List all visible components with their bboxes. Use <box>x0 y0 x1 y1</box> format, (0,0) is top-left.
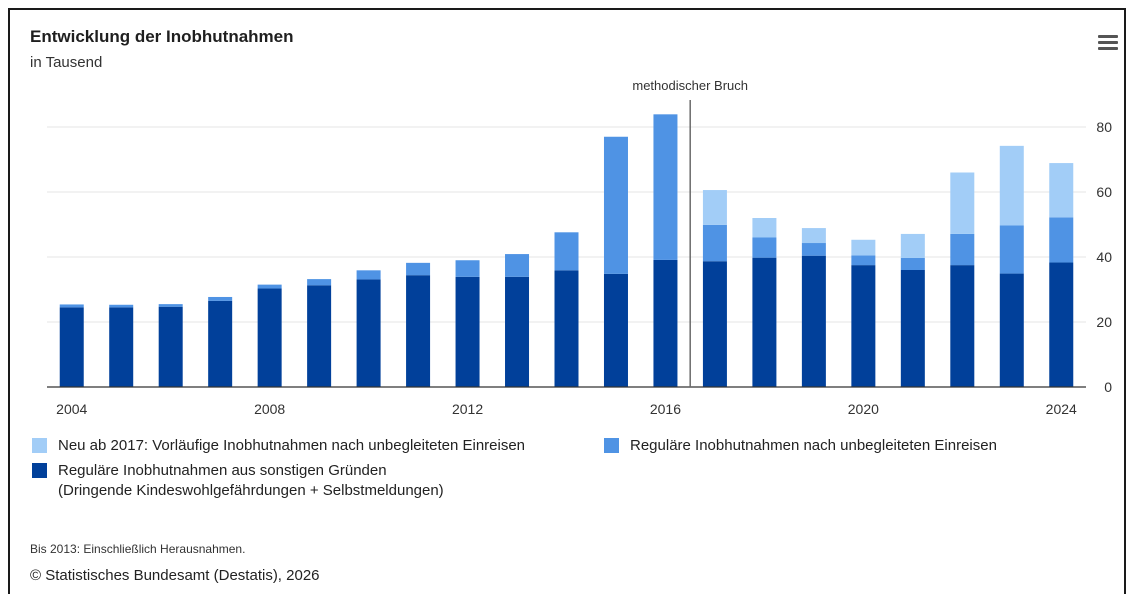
legend-label-vorlaeufig: Neu ab 2017: Vorläufige Inobhutnahmen na… <box>58 437 526 454</box>
chart-title: Entwicklung der Inobhutnahmen <box>30 27 294 46</box>
bar-2007-series-1 <box>208 296 233 301</box>
y-tick-label-0: 0 <box>1104 379 1112 395</box>
methodischer-bruch-label: methodischer Bruch <box>632 78 748 93</box>
legend-swatch-regulaer-sonstige <box>32 463 47 478</box>
bar-2020-series-2 <box>851 239 876 256</box>
bar-2010-series-1 <box>356 270 381 280</box>
bar-2022-series-0 <box>950 265 975 387</box>
bar-2017-series-0 <box>702 261 727 387</box>
bar-2018-series-2 <box>752 218 777 238</box>
bar-2006-series-1 <box>158 304 183 307</box>
bar-2005-series-0 <box>109 307 134 387</box>
legend-label-regulaer-sonstige-detail: (Dringende Kindeswohlgefährdungen + Selb… <box>58 482 444 499</box>
bar-2015-series-0 <box>603 273 628 387</box>
bar-2007-series-0 <box>208 300 233 387</box>
x-tick-label-2024: 2024 <box>1046 401 1077 417</box>
bar-2016-series-1 <box>653 114 678 260</box>
y-tick-label-60: 60 <box>1096 184 1112 200</box>
y-tick-label-40: 40 <box>1096 249 1112 265</box>
bar-2021-series-2 <box>900 233 925 258</box>
legend-label-regulaer-unbegleitet: Reguläre Inobhutnahmen nach unbegleitete… <box>630 437 997 454</box>
bar-2017-series-2 <box>702 190 727 225</box>
stacked-bar-chart: 0 20 40 60 80 2004 2008 2012 2016 2020 2024 methodi… <box>47 78 1112 417</box>
bar-2013-series-1 <box>505 254 530 277</box>
legend-label-regulaer-sonstige: Reguläre Inobhutnahmen aus sonstigen Grü… <box>58 462 387 479</box>
x-tick-label-2016: 2016 <box>650 401 681 417</box>
bar-2010-series-0 <box>356 279 381 387</box>
bar-2019-series-1 <box>801 243 826 256</box>
chart-container: Entwicklung der Inobhutnahmen in Tausend… <box>8 8 1126 594</box>
bar-2019-series-2 <box>801 228 826 244</box>
bar-2021-series-1 <box>900 257 925 270</box>
bar-2008-series-0 <box>257 288 282 387</box>
bar-2014-series-0 <box>554 270 579 387</box>
bar-2005-series-1 <box>109 304 134 308</box>
legend-swatch-regulaer-unbegleitet <box>604 438 619 453</box>
x-tick-label-2020: 2020 <box>848 401 879 417</box>
bar-2008-series-1 <box>257 284 282 289</box>
bar-2009-series-1 <box>307 279 332 286</box>
bar-2023-series-0 <box>999 273 1024 387</box>
bar-2012-series-1 <box>455 260 480 277</box>
bar-2020-series-1 <box>851 255 876 266</box>
bar-2018-series-0 <box>752 257 777 387</box>
bar-2021-series-0 <box>900 270 925 387</box>
bar-2019-series-0 <box>801 255 826 387</box>
bar-2004-series-1 <box>59 304 84 308</box>
bar-2009-series-0 <box>307 285 332 387</box>
bar-2006-series-0 <box>158 306 183 387</box>
hamburger-menu-icon[interactable] <box>1098 35 1118 51</box>
bar-2015-series-1 <box>603 136 628 274</box>
x-tick-label-2008: 2008 <box>254 401 285 417</box>
y-tick-label-80: 80 <box>1096 119 1112 135</box>
credit-text: © Statistisches Bundesamt (Destatis), 20… <box>30 567 320 584</box>
bar-2016-series-0 <box>653 259 678 387</box>
footnote: Bis 2013: Einschließlich Herausnahmen. <box>30 542 246 556</box>
bar-2011-series-0 <box>406 275 431 387</box>
bar-2024-series-2 <box>1049 163 1074 218</box>
bar-2022-series-2 <box>950 172 975 234</box>
legend-swatch-vorlaeufig <box>32 438 47 453</box>
chart-subtitle: in Tausend <box>30 54 103 71</box>
bar-2023-series-2 <box>999 145 1024 226</box>
bar-2024-series-0 <box>1049 262 1074 387</box>
bar-2023-series-1 <box>999 225 1024 274</box>
x-tick-label-2012: 2012 <box>452 401 483 417</box>
bar-2018-series-1 <box>752 237 777 258</box>
bar-2012-series-0 <box>455 276 480 387</box>
bar-2011-series-1 <box>406 262 431 276</box>
bar-2013-series-0 <box>505 276 530 387</box>
bar-2017-series-1 <box>702 224 727 262</box>
bar-2022-series-1 <box>950 233 975 266</box>
y-tick-label-20: 20 <box>1096 314 1112 330</box>
bar-2020-series-0 <box>851 265 876 387</box>
x-tick-label-2004: 2004 <box>56 401 87 417</box>
bar-2014-series-1 <box>554 232 579 271</box>
bar-2024-series-1 <box>1049 217 1074 263</box>
bar-2004-series-0 <box>59 307 84 387</box>
source-credit: © Statistisches Bundesamt (Destatis), 20… <box>30 567 320 584</box>
